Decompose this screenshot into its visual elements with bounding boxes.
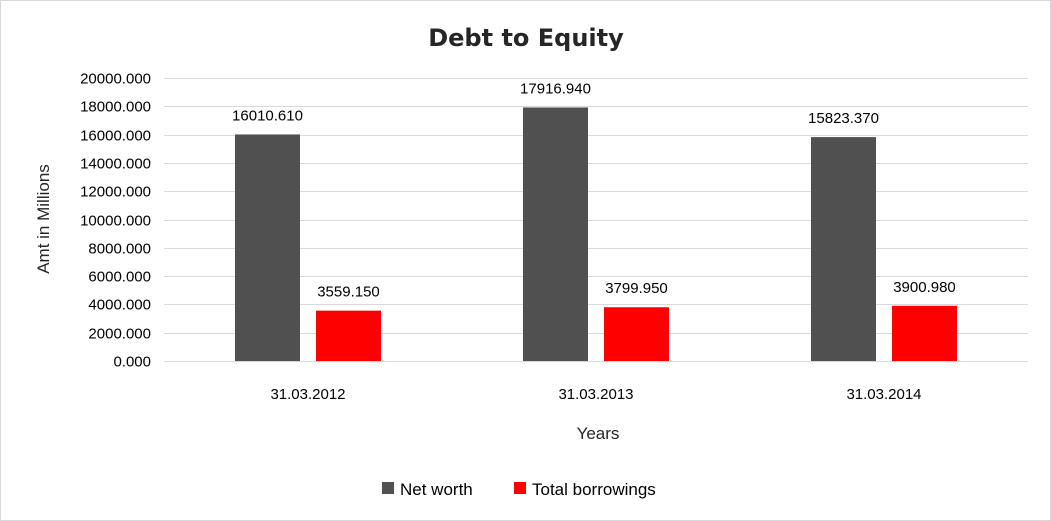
- x-tick-label: 31.03.2012: [270, 386, 345, 403]
- y-tick-label: 18000.000: [80, 99, 151, 116]
- x-axis-title: Years: [577, 424, 620, 443]
- y-tick-label: 10000.000: [80, 213, 151, 230]
- data-label: 3559.150: [317, 284, 380, 301]
- y-tick-label: 14000.000: [80, 156, 151, 173]
- chart-title: Debt to Equity: [428, 24, 624, 52]
- bar-total-borrowings: [604, 307, 669, 361]
- legend-label: Total borrowings: [532, 480, 656, 499]
- data-labels: 16010.610 3559.150 17916.940 3799.950 15823.…: [232, 80, 956, 300]
- bar-total-borrowings: [316, 310, 381, 361]
- x-tick-label: 31.03.2013: [558, 386, 633, 403]
- y-tick-label: 20000.000: [80, 71, 151, 88]
- bar-net-worth: [523, 107, 588, 361]
- y-tick-label: 16000.000: [80, 128, 151, 145]
- x-tick-label: 31.03.2014: [846, 386, 921, 403]
- data-label: 3799.950: [605, 280, 668, 297]
- y-axis-ticks: 0.000 2000.000 4000.000 6000.000 8000.000 100…: [80, 71, 151, 371]
- y-tick-label: 2000.000: [88, 326, 151, 343]
- y-tick-label: 4000.000: [88, 297, 151, 314]
- data-label: 17916.940: [520, 80, 591, 97]
- y-tick-label: 12000.000: [80, 184, 151, 201]
- legend-swatch: [382, 482, 394, 494]
- y-tick-label: 0.000: [113, 354, 151, 371]
- bar-total-borrowings: [892, 305, 957, 361]
- bar-net-worth: [235, 134, 300, 361]
- legend: Net worth Total borrowings: [382, 480, 656, 499]
- y-tick-label: 8000.000: [88, 241, 151, 258]
- x-axis-categories: 31.03.2012 31.03.2013 31.03.2014: [270, 386, 921, 403]
- data-label: 15823.370: [808, 110, 879, 127]
- bars: [235, 107, 957, 361]
- y-axis-title: Amt in Millions: [34, 164, 53, 274]
- legend-label: Net worth: [400, 480, 473, 499]
- data-label: 3900.980: [893, 279, 956, 296]
- legend-swatch: [514, 482, 526, 494]
- data-label: 16010.610: [232, 107, 303, 124]
- bar-net-worth: [811, 137, 876, 361]
- gridlines: [164, 78, 1028, 362]
- y-tick-label: 6000.000: [88, 269, 151, 286]
